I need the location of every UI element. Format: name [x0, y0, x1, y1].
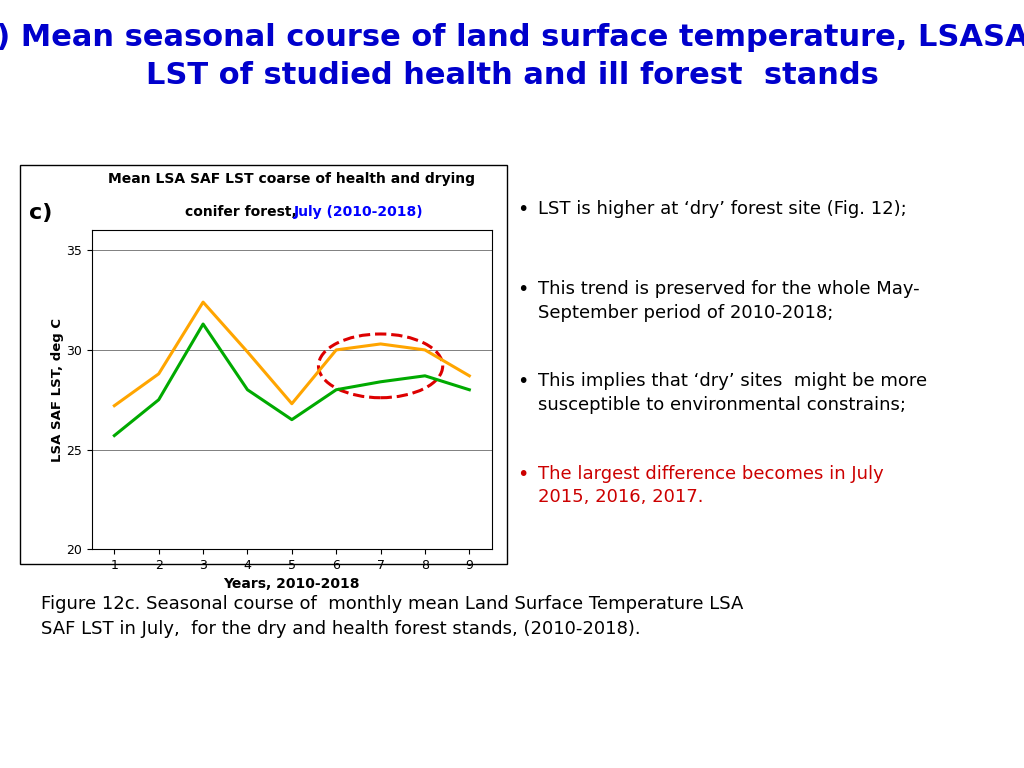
Text: c): c): [29, 203, 52, 223]
Text: The largest difference becomes in July
2015, 2016, 2017.: The largest difference becomes in July 2…: [538, 465, 884, 506]
Text: This implies that ‘dry’ sites  might be more
susceptible to environmental constr: This implies that ‘dry’ sites might be m…: [538, 372, 927, 414]
Text: LST is higher at ‘dry’ forest site (Fig. 12);: LST is higher at ‘dry’ forest site (Fig.…: [538, 200, 906, 217]
Text: •: •: [517, 280, 528, 300]
Text: This trend is preserved for the whole May-
September period of 2010-2018;: This trend is preserved for the whole Ma…: [538, 280, 920, 322]
Text: •: •: [517, 372, 528, 392]
Text: Mean LSA SAF LST coarse of health and drying: Mean LSA SAF LST coarse of health and dr…: [109, 172, 475, 186]
Text: 1) Mean seasonal course of land surface temperature, LSASAF
LST of studied healt: 1) Mean seasonal course of land surface …: [0, 23, 1024, 91]
Text: July (2010-2018): July (2010-2018): [294, 205, 423, 219]
Y-axis label: LSA SAF LST, deg C: LSA SAF LST, deg C: [51, 318, 63, 462]
Text: conifer forest,: conifer forest,: [185, 205, 306, 219]
Text: •: •: [517, 200, 528, 219]
Text: Figure 12c. Seasonal course of  monthly mean Land Surface Temperature LSA
SAF LS: Figure 12c. Seasonal course of monthly m…: [41, 595, 743, 638]
X-axis label: Years, 2010-2018: Years, 2010-2018: [223, 578, 360, 591]
Text: •: •: [517, 465, 528, 484]
